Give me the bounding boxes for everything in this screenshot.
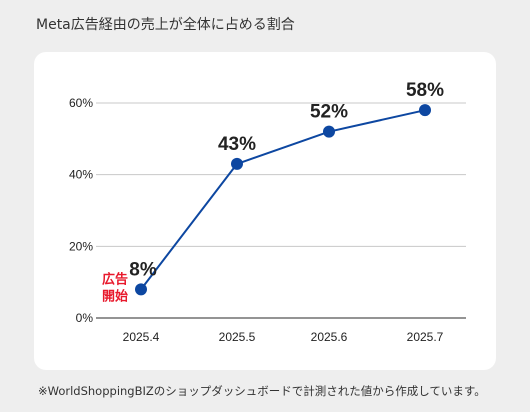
data-label: 8% [129,259,157,280]
y-tick-label: 0% [76,311,94,325]
data-point [419,104,431,117]
y-tick-label: 20% [69,239,93,253]
data-label: 58% [406,80,444,101]
y-tick-label: 60% [69,96,93,110]
data-point [231,157,243,170]
x-tick-label: 2025.4 [123,330,160,344]
x-tick-label: 2025.6 [311,330,348,344]
series-line [140,109,426,290]
data-label: 52% [310,102,348,123]
x-tick-label: 2025.5 [219,330,256,344]
y-tick-label: 40% [69,168,93,182]
chart-card [34,52,496,370]
chart-title: Meta広告経由の売上が全体に占める割合 [36,17,295,33]
data-point [323,125,335,138]
annotation-label: 開始 [102,288,128,304]
data-point [135,283,147,296]
x-tick-label: 2025.7 [407,330,444,344]
annotation-label: 広告 [102,271,128,287]
footnote: ※WorldShoppingBIZのショップダッシュボードで計測された値から作成… [38,384,486,398]
data-label: 43% [218,134,256,155]
